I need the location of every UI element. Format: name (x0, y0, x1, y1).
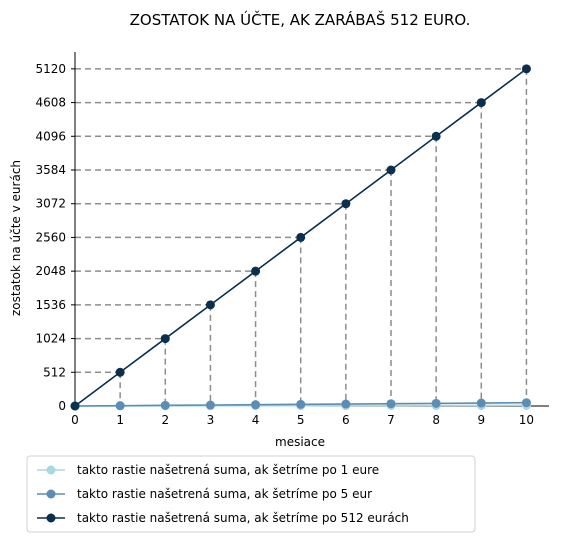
data-point (296, 399, 306, 409)
data-point (521, 64, 531, 74)
data-point (115, 367, 125, 377)
x-tick-label: 1 (116, 413, 124, 427)
y-tick-label: 512 (43, 365, 66, 379)
legend-item: takto rastie našetrená suma, ak šetríme … (37, 463, 379, 477)
chart-title: ZOSTATOK NA ÚČTE, AK ZARÁBAŠ 512 EURO. (130, 10, 471, 29)
data-point (476, 398, 486, 408)
x-tick-label: 3 (207, 413, 215, 427)
data-point (251, 266, 261, 276)
guide-lines (75, 68, 528, 406)
legend-label: takto rastie našetrená suma, ak šetríme … (77, 463, 379, 477)
series-layer (70, 64, 531, 411)
data-point (476, 98, 486, 108)
y-tick-label: 3072 (35, 197, 66, 211)
data-point (521, 398, 531, 408)
y-tick-label: 1536 (35, 298, 66, 312)
y-tick-label: 2560 (35, 230, 66, 244)
y-tick-label: 1024 (35, 332, 66, 346)
data-point (386, 165, 396, 175)
x-tick-label: 9 (477, 413, 485, 427)
data-point (341, 199, 351, 209)
legend-frame (26, 455, 476, 533)
x-tick-label: 0 (71, 413, 79, 427)
data-point (386, 399, 396, 409)
x-tick-label: 4 (252, 413, 260, 427)
data-point (160, 400, 170, 410)
y-tick-label: 2048 (35, 264, 66, 278)
y-tick-label: 4096 (35, 129, 66, 143)
series-2 (70, 398, 531, 411)
data-point (205, 400, 215, 410)
data-point (431, 131, 441, 141)
legend-item: takto rastie našetrená suma, ak šetríme … (37, 487, 372, 501)
data-point (160, 334, 170, 344)
data-point (341, 399, 351, 409)
legend-label: takto rastie našetrená suma, ak šetríme … (77, 487, 372, 501)
legend-item: takto rastie našetrená suma, ak šetríme … (37, 511, 409, 525)
x-tick-label: 8 (432, 413, 440, 427)
legend-swatch-marker (46, 489, 56, 499)
data-point (431, 398, 441, 408)
legend-label: takto rastie našetrená suma, ak šetríme … (77, 511, 409, 525)
x-axis-label: mesiace (275, 435, 325, 449)
x-tick-label: 2 (161, 413, 169, 427)
legend-swatch-marker (46, 513, 56, 523)
y-tick-label: 4608 (35, 96, 66, 110)
y-tick-label: 5120 (35, 62, 66, 76)
x-tick-label: 5 (297, 413, 305, 427)
legend-swatch-marker (46, 465, 56, 475)
legend: takto rastie našetrená suma, ak šetríme … (26, 455, 476, 533)
x-tick-label: 6 (342, 413, 350, 427)
y-tick-label: 3584 (35, 163, 66, 177)
y-axis-label: zostatok na účte v eurách (9, 160, 23, 316)
data-point (70, 401, 80, 411)
data-point (115, 401, 125, 411)
data-point (251, 400, 261, 410)
data-point (205, 300, 215, 310)
series-3 (70, 64, 531, 411)
axes: 0 1 2 3 4 5 6 7 8 9 10 0 512 1024 1536 2048 2560 3072 3584… (35, 52, 549, 427)
y-tick-label: 0 (58, 399, 66, 413)
x-tick-label: 10 (519, 413, 534, 427)
data-point (296, 232, 306, 242)
x-tick-label: 7 (387, 413, 395, 427)
